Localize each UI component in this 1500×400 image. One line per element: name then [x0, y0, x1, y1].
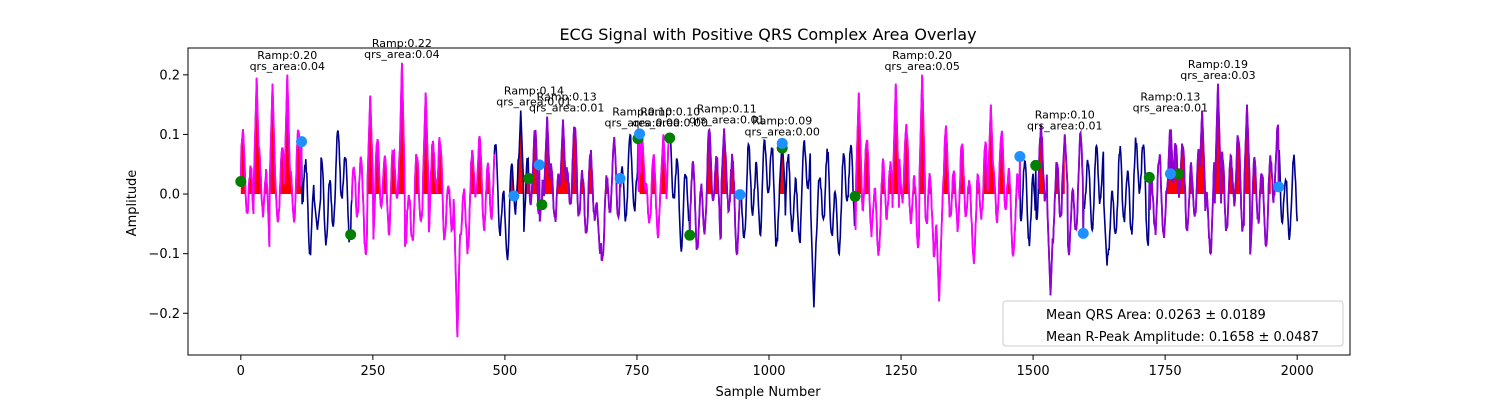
- offset-marker-10: [1273, 181, 1285, 193]
- ecg-signal: [239, 62, 1298, 338]
- onset-marker-10: [1143, 171, 1155, 183]
- peak-annotations: Ramp:0.20qrs_area:0.04Ramp:0.22qrs_area:…: [250, 37, 1256, 138]
- annotation-1-line-1: qrs_area:0.04: [364, 48, 439, 61]
- y-tick-label-0: −0.2: [148, 307, 180, 322]
- onset-marker-3: [536, 199, 548, 211]
- offset-marker-4: [634, 128, 646, 140]
- x-axis: 0 250 500 750 1000 1250 1500 1750 2000: [237, 355, 1314, 379]
- onset-marker-0: [235, 176, 247, 188]
- annotation-6-line-0: Ramp:0.11: [697, 102, 757, 115]
- annotation-5-line-0: Ramp:0.10: [640, 105, 700, 118]
- onset-marker-1: [345, 229, 357, 241]
- annotation-8-line-0: Ramp:0.20: [892, 49, 952, 62]
- annotation-2-line-0: Ramp:0.14: [504, 85, 564, 98]
- annotation-7-line-0: Ramp:0.09: [752, 114, 812, 127]
- annotation-4-line-1: qrs_area:0.00: [605, 116, 680, 129]
- legend-entry-qrs-area: Mean QRS Area: 0.0263 ± 0.0189: [1046, 308, 1266, 323]
- y-tick-label-3: 0.1: [159, 128, 180, 143]
- y-axis-label: Amplitude: [125, 170, 140, 237]
- annotation-4-line-0: Ramp:0.10: [612, 105, 672, 118]
- x-tick-label-3: 750: [625, 364, 650, 379]
- annotation-6-line-1: qrs_area:0.01: [689, 113, 764, 126]
- x-tick-label-7: 1750: [1149, 364, 1182, 379]
- annotation-8-line-1: qrs_area:0.05: [884, 60, 959, 73]
- x-tick-label-6: 1500: [1017, 364, 1050, 379]
- x-tick-label-5: 1250: [884, 364, 917, 379]
- y-axis: −0.2 −0.1 0.0 0.1 0.2: [148, 68, 188, 322]
- qrs-segment-4: [688, 127, 741, 256]
- onset-marker-9: [1030, 159, 1042, 171]
- chart-title: ECG Signal with Positive QRS Complex Are…: [559, 25, 976, 44]
- qrs-markers: [235, 128, 1285, 241]
- qrs-segment-7: [1148, 83, 1280, 256]
- annotation-0-line-1: qrs_area:0.04: [250, 60, 325, 73]
- qrs-area-fill-2: [510, 110, 611, 195]
- legend-entry-r-peak: Mean R-Peak Amplitude: 0.1658 ± 0.0487: [1046, 330, 1319, 345]
- x-tick-label-2: 500: [492, 364, 517, 379]
- offset-marker-6: [776, 137, 788, 149]
- onset-marker-2: [523, 173, 535, 185]
- x-tick-label-8: 2000: [1281, 364, 1314, 379]
- annotation-5-line-1: qrs_area:0.00: [632, 116, 707, 129]
- onset-marker-8: [849, 190, 861, 202]
- qrs-segment-2: [527, 116, 623, 262]
- onset-marker-6: [684, 229, 696, 241]
- offset-marker-1: [508, 190, 520, 202]
- annotation-10-line-0: Ramp:0.13: [1140, 91, 1200, 104]
- legend: Mean QRS Area: 0.0263 ± 0.0189 Mean R-Pe…: [1002, 300, 1344, 347]
- annotation-9-line-0: Ramp:0.10: [1035, 108, 1095, 121]
- offset-marker-2: [533, 159, 545, 171]
- offset-marker-5: [734, 189, 746, 201]
- annotation-0-line-0: Ramp:0.20: [257, 49, 317, 62]
- annotation-10-line-1: qrs_area:0.01: [1133, 102, 1208, 115]
- offset-marker-0: [296, 136, 308, 148]
- y-tick-label-4: 0.2: [159, 68, 180, 83]
- x-tick-label-4: 1000: [752, 364, 785, 379]
- qrs-segment-1: [350, 62, 496, 338]
- offset-marker-9: [1164, 168, 1176, 180]
- onset-marker-5: [664, 132, 676, 144]
- y-tick-label-2: 0.0: [159, 188, 180, 203]
- qrs-segment-3: [637, 133, 670, 239]
- annotation-11-line-0: Ramp:0.19: [1188, 58, 1248, 71]
- qrs-segment-6: [1037, 124, 1085, 296]
- qrs-segment-5: [854, 74, 1021, 302]
- y-tick-label-1: −0.1: [148, 247, 180, 262]
- annotation-3-line-1: qrs_area:0.01: [529, 102, 604, 115]
- qrs-area-fill-5: [779, 143, 785, 195]
- offset-marker-3: [614, 173, 626, 185]
- annotation-7-line-1: qrs_area:0.00: [744, 125, 819, 138]
- x-tick-label-0: 0: [237, 364, 245, 379]
- offset-marker-8: [1077, 227, 1089, 239]
- annotation-3-line-0: Ramp:0.13: [537, 91, 597, 104]
- legend-box: [1002, 300, 1344, 347]
- annotation-1-line-0: Ramp:0.22: [372, 37, 432, 50]
- onset-marker-11: [1172, 168, 1184, 180]
- annotation-2-line-1: qrs_area:0.01: [496, 96, 571, 109]
- annotation-11-line-1: qrs_area:0.03: [1180, 69, 1255, 82]
- x-axis-label: Sample Number: [715, 385, 821, 400]
- annotation-9-line-1: qrs_area:0.01: [1027, 119, 1102, 132]
- offset-marker-7: [1014, 150, 1026, 162]
- x-tick-label-1: 250: [360, 364, 385, 379]
- qrs-segment-0: [239, 74, 303, 247]
